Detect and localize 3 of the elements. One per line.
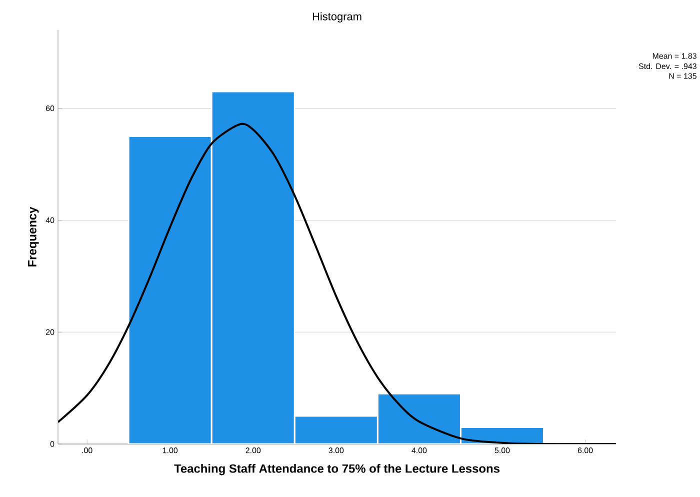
y-axis-title: Frequency	[28, 206, 39, 266]
chart-title: Histogram	[312, 12, 362, 22]
x-axis-title: Teaching Staff Attendance to 75% of the Lecture Lessons	[174, 464, 500, 476]
